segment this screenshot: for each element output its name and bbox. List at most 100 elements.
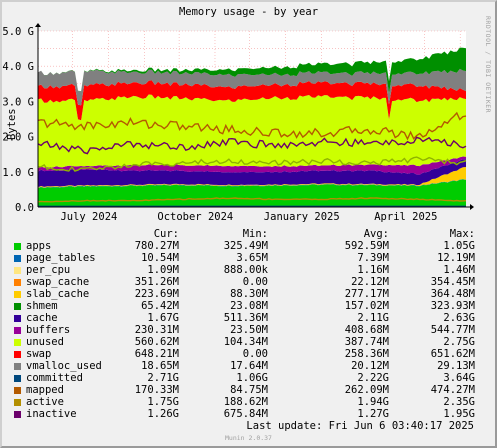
legend-max: 651.62M — [430, 348, 475, 360]
legend-cur: 1.26G — [147, 408, 179, 420]
legend-swatch — [14, 303, 21, 310]
legend-row-active: active 1.75G 188.62M 1.94G 2.35G — [10, 396, 490, 408]
legend-label: slab_cache — [26, 288, 90, 300]
legend-cur: 1.09M — [147, 264, 179, 276]
area-shmem — [38, 156, 466, 175]
area-slab-cache — [38, 159, 466, 188]
legend-min: 511.36M — [223, 312, 268, 324]
munin-version: Munin 2.0.37 — [225, 434, 272, 442]
legend-header-avg: Avg: — [363, 228, 389, 240]
legend-header-min: Min: — [242, 228, 268, 240]
y-tick-label: 1.0 G — [2, 167, 34, 179]
legend-cur: 2.71G — [147, 372, 179, 384]
y-tick-label: 4.0 G — [2, 61, 34, 73]
area-swap — [38, 47, 466, 94]
legend-min: 188.62M — [223, 396, 268, 408]
legend-label: inactive — [26, 408, 77, 420]
y-tick-label: 5.0 G — [2, 26, 34, 38]
y-axis-arrow — [35, 23, 41, 27]
legend-swatch — [14, 291, 21, 298]
legend-avg: 387.74M — [344, 336, 389, 348]
legend-avg: 277.17M — [344, 288, 389, 300]
legend-min: 23.50M — [230, 324, 268, 336]
legend-max: 2.63G — [443, 312, 475, 324]
x-tick-label: January 2025 — [264, 211, 340, 223]
area-cache — [38, 94, 466, 169]
legend-header-cur: Cur: — [153, 228, 179, 240]
legend-avg: 1.27G — [357, 408, 389, 420]
legend-swatch — [14, 243, 21, 250]
x-tick-label: April 2025 — [374, 211, 437, 223]
legend-avg: 22.12M — [351, 276, 389, 288]
line-mapped — [37, 197, 467, 203]
legend-min: 88.30M — [230, 288, 268, 300]
legend-max: 2.35G — [443, 396, 475, 408]
legend-swatch — [14, 315, 21, 322]
legend-cur: 18.65M — [141, 360, 179, 372]
legend-cur: 1.67G — [147, 312, 179, 324]
legend-label: shmem — [26, 300, 58, 312]
legend-swatch — [14, 363, 21, 370]
x-tick-label: October 2024 — [157, 211, 233, 223]
legend-label: unused — [26, 336, 64, 348]
legend-row-mapped: mapped 170.33M 84.75M 262.09M 474.27M — [10, 384, 490, 396]
last-update: Last update: Fri Jun 6 03:40:17 2025 — [246, 420, 474, 432]
legend-cur: 223.69M — [134, 288, 179, 300]
legend-min: 3.65M — [236, 252, 268, 264]
y-tick-label: 3.0 G — [2, 96, 34, 108]
legend-label: swap_cache — [26, 276, 90, 288]
legend-row-inactive: inactive 1.26G 675.84M 1.27G 1.95G — [10, 408, 490, 420]
legend-swatch — [14, 327, 21, 334]
area-buffers — [38, 80, 466, 121]
line-committed — [37, 111, 467, 141]
legend-max: 323.93M — [430, 300, 475, 312]
legend-max: 29.13M — [437, 360, 475, 372]
legend-label: page_tables — [26, 252, 96, 264]
legend-row-vmalloc-used: vmalloc_used 18.65M 17.64M 20.12M 29.13M — [10, 360, 490, 372]
legend-row-page-tables: page_tables 10.54M 3.65M 7.39M 12.19M — [10, 252, 490, 264]
legend-avg: 1.16M — [357, 264, 389, 276]
legend-min: 0.00 — [242, 348, 268, 360]
legend-label: buffers — [26, 324, 71, 336]
legend-min: 0.00 — [242, 276, 268, 288]
legend-max: 354.45M — [430, 276, 475, 288]
legend-avg: 592.59M — [344, 240, 389, 252]
legend-row-per-cpu: per_cpu 1.09M 888.00k 1.16M 1.46M — [10, 264, 490, 276]
legend-swatch — [14, 255, 21, 262]
legend-label: apps — [26, 240, 52, 252]
legend-swatch — [14, 351, 21, 358]
legend-cur: 560.62M — [134, 336, 179, 348]
legend-avg: 7.39M — [357, 252, 389, 264]
legend-header: Cur: Min: Avg: Max: — [10, 228, 490, 240]
legend-swatch — [14, 279, 21, 286]
legend-cur: 780.27M — [134, 240, 179, 252]
legend-min: 17.64M — [230, 360, 268, 372]
y-tick-label: 0.0 — [15, 202, 34, 214]
legend-row-swap-cache: swap_cache 351.26M 0.00 22.12M 354.45M — [10, 276, 490, 288]
legend-swatch — [14, 267, 21, 274]
legend-label: vmalloc_used — [26, 360, 102, 372]
legend-max: 2.75G — [443, 336, 475, 348]
legend-row-swap: swap 648.21M 0.00 258.36M 651.62M — [10, 348, 490, 360]
line-active — [37, 136, 467, 155]
legend-label: cache — [26, 312, 58, 324]
area-unused — [38, 68, 466, 106]
legend-cur: 1.75G — [147, 396, 179, 408]
legend-avg: 408.68M — [344, 324, 389, 336]
legend-row-shmem: shmem 65.42M 23.08M 157.02M 323.93M — [10, 300, 490, 312]
line-inactive — [37, 156, 467, 172]
legend-max: 3.64G — [443, 372, 475, 384]
legend-cur: 65.42M — [141, 300, 179, 312]
legend-label: committed — [26, 372, 83, 384]
legend-avg: 157.02M — [344, 300, 389, 312]
legend-max: 1.46M — [443, 264, 475, 276]
legend-swatch — [14, 411, 21, 418]
legend-avg: 1.94G — [357, 396, 389, 408]
legend-max: 544.77M — [430, 324, 475, 336]
legend-swatch — [14, 375, 21, 382]
legend-row-slab-cache: slab_cache 223.69M 88.30M 277.17M 364.48M — [10, 288, 490, 300]
legend-row-apps: apps 780.27M 325.49M 592.59M 1.05G — [10, 240, 490, 252]
legend-cur: 648.21M — [134, 348, 179, 360]
legend-avg: 258.36M — [344, 348, 389, 360]
legend-avg: 2.22G — [357, 372, 389, 384]
